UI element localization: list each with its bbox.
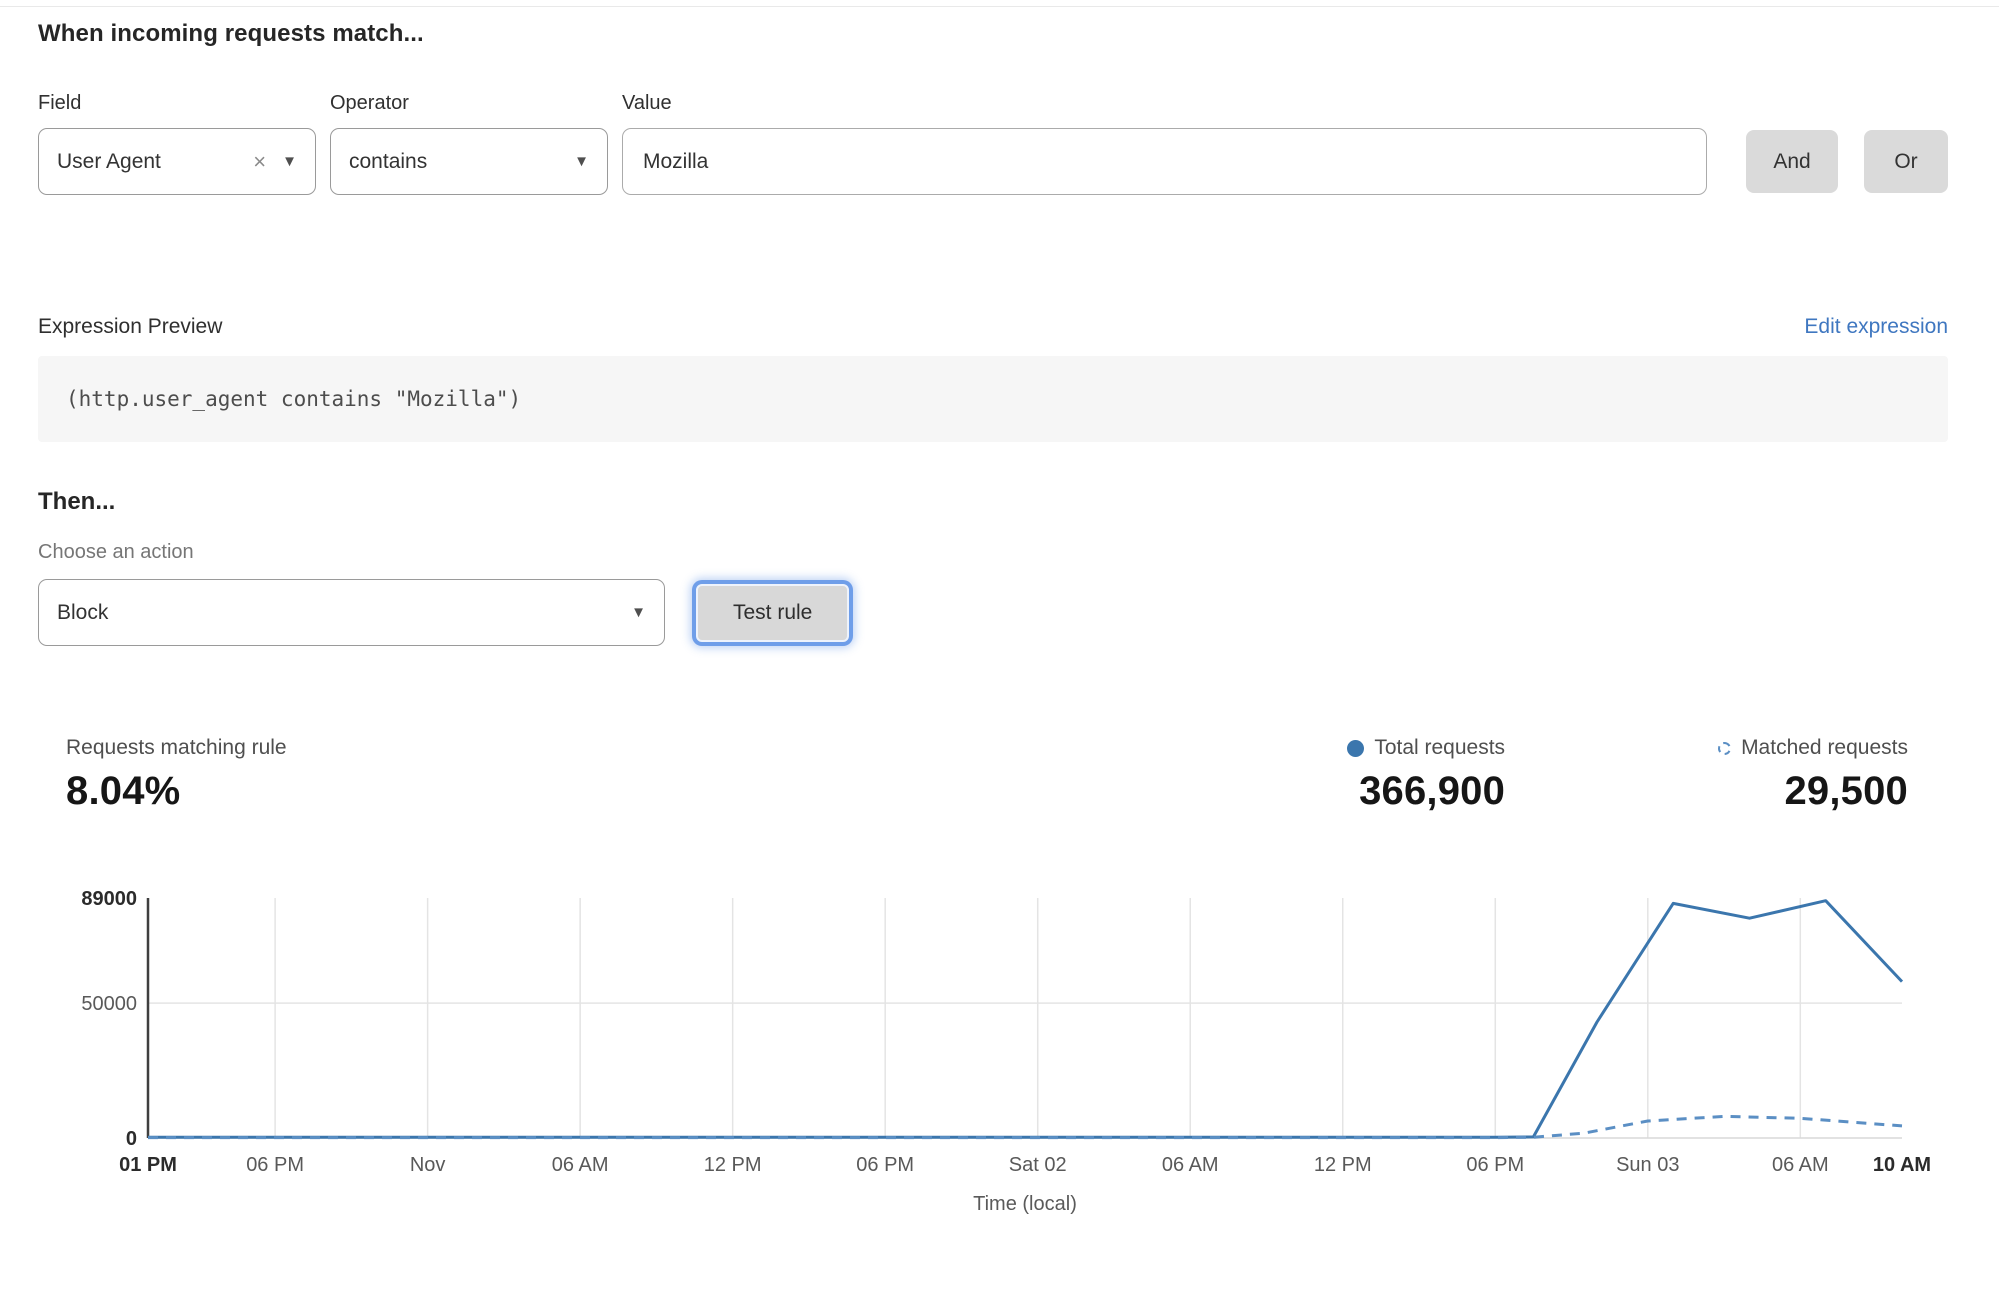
x-tick-label: Nov <box>410 1154 446 1176</box>
matched-requests-stat: Matched requests 29,500 <box>1718 736 1908 814</box>
x-tick-label: 06 AM <box>552 1154 609 1176</box>
x-tick-label: 06 AM <box>1772 1154 1829 1176</box>
x-tick-label: Sun 03 <box>1616 1154 1679 1176</box>
matched-requests-value: 29,500 <box>1784 769 1908 813</box>
value-label: Value <box>622 92 672 114</box>
or-button[interactable]: Or <box>1864 130 1948 193</box>
edit-expression-link[interactable]: Edit expression <box>1804 315 1948 338</box>
matched-requests-legend-dashed-circle-icon <box>1718 741 1732 755</box>
field-select[interactable]: User Agent × ▼ <box>38 128 316 195</box>
x-tick-label: 01 PM <box>119 1154 177 1176</box>
total-requests-value: 366,900 <box>1359 769 1506 813</box>
y-tick-label: 89000 <box>81 888 137 910</box>
x-tick-label: 12 PM <box>1314 1154 1372 1176</box>
stats-row: Requests matching rule 8.04% Total reque… <box>38 736 1948 814</box>
then-heading: Then... <box>38 488 116 515</box>
x-tick-label: 06 PM <box>1466 1154 1524 1176</box>
and-button[interactable]: And <box>1746 130 1838 193</box>
total-requests-label: Total requests <box>1374 736 1506 759</box>
total-requests-legend-dot-icon <box>1347 739 1365 757</box>
x-tick-label: 06 AM <box>1162 1154 1219 1176</box>
field-label: Field <box>38 92 82 114</box>
y-tick-label: 0 <box>126 1128 137 1150</box>
expression-preview-header: Expression Preview Edit expression <box>38 315 1948 339</box>
total-requests-line <box>148 899 1904 1139</box>
action-select[interactable]: Block ▼ <box>38 579 665 646</box>
action-row: Block ▼ Test rule <box>38 579 1948 646</box>
requests-matching-stat: Requests matching rule 8.04% <box>38 736 287 814</box>
choose-action-label: Choose an action <box>38 541 194 563</box>
value-input[interactable] <box>622 128 1707 195</box>
requests-time-series-chart: 0 50000 89000 01 PM 06 PM Nov 06 AM 12 PM 06 PM S… <box>81 888 1931 1215</box>
operator-select-value: contains <box>349 149 428 173</box>
x-tick-label: 12 PM <box>704 1154 762 1176</box>
matched-requests-line <box>148 1114 1903 1140</box>
matched-requests-label: Matched requests <box>1741 736 1908 759</box>
x-tick-label: 10 AM <box>1873 1154 1931 1176</box>
chevron-down-icon: ▼ <box>631 604 646 621</box>
operator-select[interactable]: contains ▼ <box>330 128 608 195</box>
requests-matching-label: Requests matching rule <box>66 736 287 759</box>
chevron-down-icon: ▼ <box>574 153 589 170</box>
total-requests-stat: Total requests 366,900 <box>1347 736 1505 814</box>
chevron-down-icon: ▼ <box>282 153 297 170</box>
action-select-value: Block <box>57 600 109 624</box>
x-tick-label: 06 PM <box>246 1154 304 1176</box>
clear-field-icon[interactable]: × <box>253 148 267 174</box>
field-labels-row: Field Operator Value <box>38 92 1948 115</box>
x-tick-label: 06 PM <box>856 1154 914 1176</box>
y-tick-label: 50000 <box>81 993 137 1015</box>
x-axis-title: Time (local) <box>973 1193 1077 1215</box>
legend-stats-group: Total requests 366,900 Matched requests … <box>1347 736 1908 814</box>
expression-code: (http.user_agent contains "Mozilla") <box>38 356 1948 442</box>
operator-label: Operator <box>330 92 409 114</box>
when-match-heading: When incoming requests match... <box>38 20 424 47</box>
rule-condition-row: User Agent × ▼ contains ▼ And Or <box>38 128 1948 195</box>
expression-preview-label: Expression Preview <box>38 315 223 338</box>
card-top-divider <box>0 0 1999 7</box>
requests-chart-container: 0 50000 89000 01 PM 06 PM Nov 06 AM 12 PM 06 PM S… <box>38 884 1948 1229</box>
requests-matching-value: 8.04% <box>66 769 181 813</box>
test-rule-button[interactable]: Test rule <box>696 583 850 642</box>
field-select-value: User Agent <box>57 149 161 173</box>
x-tick-label: Sat 02 <box>1009 1154 1067 1176</box>
